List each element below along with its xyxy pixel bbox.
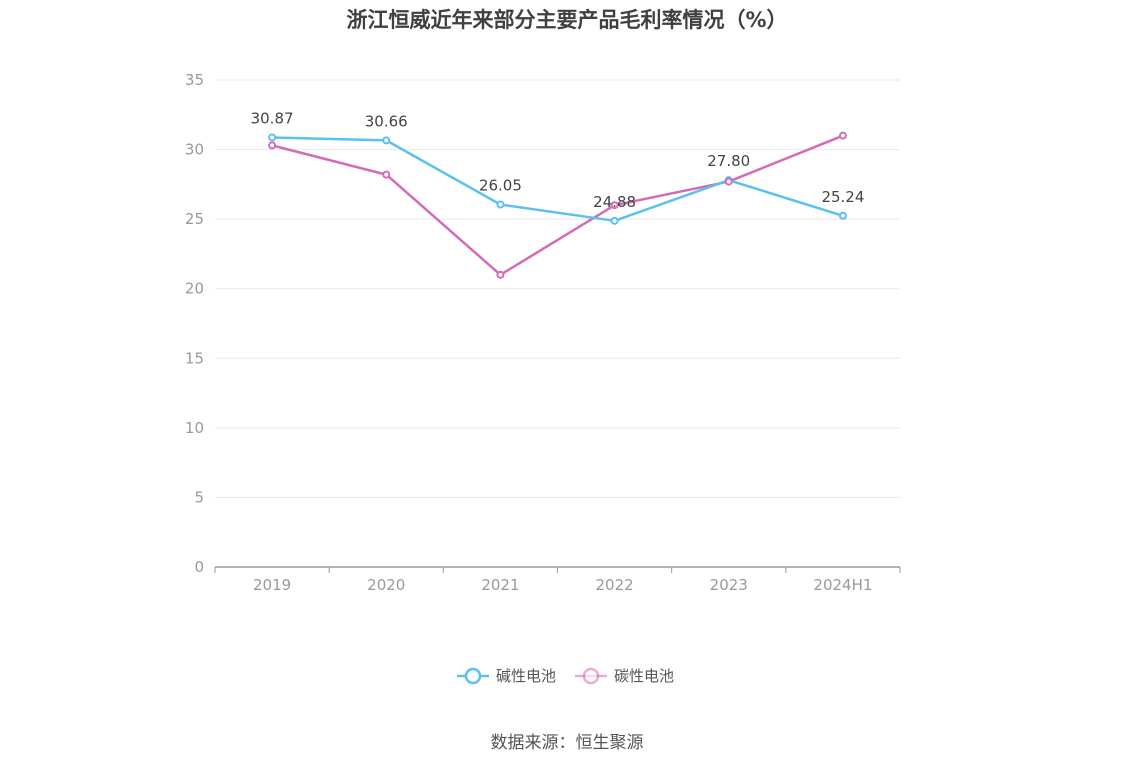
x-axis: 2019 2020 2021 2022 2023 2024H1	[214, 566, 901, 594]
data-point	[724, 177, 733, 186]
x-tick-label: 2019	[253, 576, 291, 594]
x-tick-label: 2023	[710, 576, 748, 594]
y-tick-label: 15	[185, 349, 204, 367]
data-point	[838, 131, 847, 140]
data-label: 30.87	[251, 109, 294, 127]
data-point	[610, 201, 619, 210]
grid-lines	[215, 79, 900, 498]
data-point	[610, 216, 619, 225]
chart-title: 浙江恒威近年来部分主要产品毛利率情况（%）	[346, 8, 788, 32]
y-tick-label: 35	[185, 71, 204, 89]
legend-item: 碳性电池	[575, 667, 674, 685]
data-label: 24.88	[593, 193, 636, 211]
x-tick-label: 2021	[481, 576, 519, 594]
data-label: 30.66	[365, 112, 408, 130]
data-point	[496, 200, 505, 209]
data-label: 26.05	[479, 177, 522, 195]
y-tick-label: 10	[185, 419, 204, 437]
data-labels: 30.87 30.66 26.05 24.88 27.80 25.24	[251, 109, 865, 210]
data-label: 27.80	[707, 152, 750, 170]
data-label: 25.24	[821, 188, 864, 206]
y-tick-label: 20	[185, 280, 204, 298]
y-tick-label: 5	[194, 488, 204, 506]
data-point	[268, 141, 277, 150]
data-point	[382, 170, 391, 179]
series-line	[271, 134, 844, 277]
data-point	[838, 211, 847, 220]
legend: 碱性电池 碳性电池	[457, 667, 674, 685]
data-point	[496, 270, 505, 279]
y-tick-label: 25	[185, 210, 204, 228]
series-lines	[268, 131, 847, 279]
x-tick-label: 2022	[595, 576, 633, 594]
legend-marker	[582, 667, 600, 685]
x-tick-label: 2020	[367, 576, 405, 594]
y-tick-label: 0	[194, 558, 204, 576]
legend-item: 碱性电池	[457, 667, 556, 685]
y-axis-ticks: 0 5 10 15 20 25 30 35	[185, 71, 204, 576]
legend-label: 碳性电池	[614, 667, 674, 685]
data-point	[268, 133, 277, 142]
legend-label: 碱性电池	[496, 667, 556, 685]
y-tick-label: 30	[185, 141, 204, 159]
data-point	[382, 136, 391, 145]
data-source: 数据来源：恒生聚源	[490, 733, 644, 753]
series-line	[272, 136, 844, 223]
legend-marker	[464, 667, 482, 685]
x-tick-label: 2024H1	[813, 576, 872, 594]
